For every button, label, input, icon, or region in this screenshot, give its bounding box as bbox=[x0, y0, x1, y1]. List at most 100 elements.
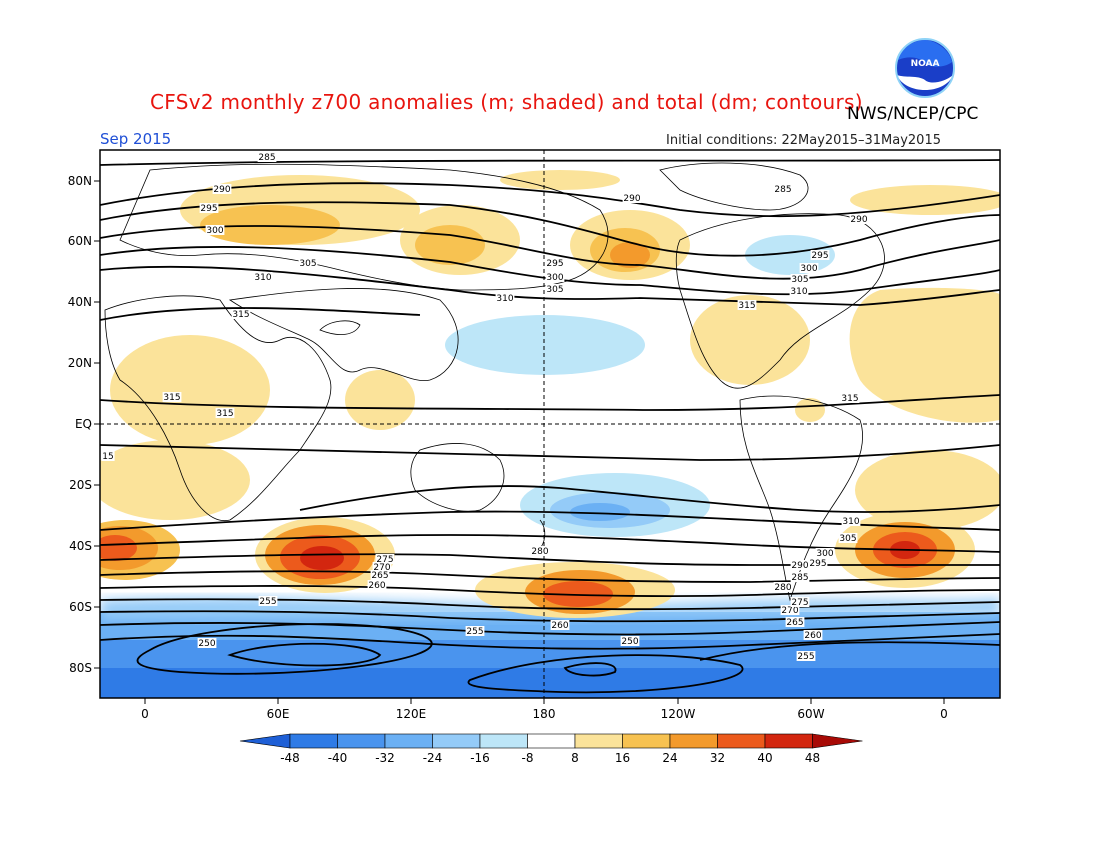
contour-label: 260 bbox=[551, 621, 568, 631]
contour-label: 285 bbox=[774, 185, 791, 195]
contour-label-bg bbox=[545, 272, 565, 282]
lat-tick-label: EQ bbox=[75, 417, 92, 431]
contour-label-bg bbox=[780, 605, 800, 615]
colorbar-tick-label: 16 bbox=[615, 751, 630, 765]
lon-axis: 0 60E 120E 180 120W 60W 0 bbox=[141, 698, 948, 721]
colorbar-bin bbox=[764, 733, 813, 749]
contour-label: 265 bbox=[786, 618, 803, 628]
contour-label: 290 bbox=[213, 185, 230, 195]
lon-tick-label: 0 bbox=[940, 707, 948, 721]
contour-label: 300 bbox=[206, 226, 223, 236]
contour-label-bg bbox=[212, 184, 232, 194]
contour-label: 310 bbox=[790, 287, 807, 297]
colorbar-max-arrow bbox=[812, 733, 863, 749]
contour-label: 250 bbox=[198, 639, 215, 649]
contour-label-bg bbox=[799, 263, 819, 273]
colorbar-tick-label: 48 bbox=[805, 751, 820, 765]
lon-tick-label: 120W bbox=[661, 707, 696, 721]
colorbar-bin bbox=[432, 733, 481, 749]
lat-tick-label: 60S bbox=[69, 600, 92, 614]
colorbar-bin bbox=[289, 733, 338, 749]
contour-label-bg bbox=[810, 250, 830, 260]
noaa-logo: NOAA bbox=[895, 38, 955, 98]
contour-label-bg bbox=[101, 451, 115, 461]
contour-label-bg bbox=[372, 562, 392, 572]
contour-label: 285 bbox=[791, 573, 808, 583]
colorbar-bin bbox=[717, 733, 766, 749]
contour-label-bg bbox=[789, 286, 809, 296]
contour-label: 300 bbox=[546, 273, 563, 283]
contour-label-bg bbox=[530, 546, 550, 556]
contour-label: 315 bbox=[738, 301, 755, 311]
contour-label-bg bbox=[808, 558, 828, 568]
contour-label: 265 bbox=[371, 571, 388, 581]
colorbar-bin bbox=[527, 733, 576, 749]
agency-label: NWS/NCEP/CPC bbox=[847, 104, 979, 124]
contour-label-bg bbox=[199, 203, 219, 213]
contour-label-bg bbox=[815, 548, 835, 558]
contour-label-bg bbox=[622, 193, 642, 203]
contour-label-bg bbox=[838, 533, 858, 543]
colorbar-tick-label: -24 bbox=[423, 751, 443, 765]
lon-tick-label: 0 bbox=[141, 707, 149, 721]
contour-label: 260 bbox=[804, 631, 821, 641]
contour-label-bg bbox=[231, 309, 251, 319]
colorbar: -48 -40 -32 -24 -16 -8 8 16 24 32 40 48 bbox=[239, 733, 863, 765]
contour-label: 290 bbox=[850, 215, 867, 225]
logo-text: NOAA bbox=[911, 59, 940, 69]
contour-label-bg bbox=[370, 570, 390, 580]
contour-label-bg bbox=[465, 626, 485, 636]
contour-label: 290 bbox=[623, 194, 640, 204]
contour-label: 310 bbox=[254, 273, 271, 283]
contour-label-bg bbox=[849, 214, 869, 224]
contour-label-bg bbox=[790, 597, 810, 607]
contour-label: 295 bbox=[200, 204, 217, 214]
contour-label: 270 bbox=[373, 563, 390, 573]
contour-label-bg bbox=[298, 258, 318, 268]
contour-label-bg bbox=[215, 408, 235, 418]
contour-label: 250 bbox=[621, 637, 638, 647]
colorbar-tick-label: 24 bbox=[662, 751, 677, 765]
contour-label: 300 bbox=[816, 549, 833, 559]
contour-label: 310 bbox=[496, 294, 513, 304]
contour-label: 300 bbox=[800, 264, 817, 274]
contour-label-bg bbox=[253, 272, 273, 282]
colorbar-bin bbox=[384, 733, 433, 749]
contour-label: 15 bbox=[102, 452, 113, 462]
contour-label-bg bbox=[495, 293, 515, 303]
lon-tick-label: 60W bbox=[797, 707, 824, 721]
lon-tick-label: 180 bbox=[533, 707, 556, 721]
contour-label-bg bbox=[162, 392, 182, 402]
colorbar-bin bbox=[669, 733, 718, 749]
contour-label: 260 bbox=[368, 581, 385, 591]
contour-label-bg bbox=[367, 580, 387, 590]
contour-label-bg bbox=[773, 582, 793, 592]
contour-label-bg bbox=[841, 516, 861, 526]
contour-label: 255 bbox=[259, 597, 276, 607]
anomaly-shading bbox=[100, 159, 1000, 698]
contour-label-bg bbox=[785, 617, 805, 627]
lat-tick-label: 40S bbox=[69, 539, 92, 553]
colorbar-tick-label: 8 bbox=[571, 751, 579, 765]
contour-label-bg bbox=[257, 152, 277, 162]
lat-tick-label: 80N bbox=[68, 174, 92, 188]
contour-label-bg bbox=[737, 300, 757, 310]
lat-tick-label: 60N bbox=[68, 234, 92, 248]
contour-label: 305 bbox=[791, 275, 808, 285]
contour-label: 275 bbox=[791, 598, 808, 608]
colorbar-tick-label: -48 bbox=[280, 751, 300, 765]
contour-label-bg bbox=[773, 184, 793, 194]
initial-conditions: Initial conditions: 22May2015–31May2015 bbox=[666, 133, 941, 148]
contour-label: 280 bbox=[531, 547, 548, 557]
contour-label-bg bbox=[258, 596, 278, 606]
contour-label-bg bbox=[375, 554, 395, 564]
contour-labels: 2852902953003053103153153153103053002952… bbox=[101, 152, 869, 662]
contour-label-bg bbox=[620, 636, 640, 646]
lat-axis: 80N 60N 40N 20N EQ 20S 40S 60S 80S bbox=[68, 174, 100, 675]
contour-label-bg bbox=[803, 630, 823, 640]
colorbar-tick-label: -40 bbox=[328, 751, 348, 765]
contour-label: 295 bbox=[546, 259, 563, 269]
contour-label-bg bbox=[197, 638, 217, 648]
contour-label-bg bbox=[550, 620, 570, 630]
